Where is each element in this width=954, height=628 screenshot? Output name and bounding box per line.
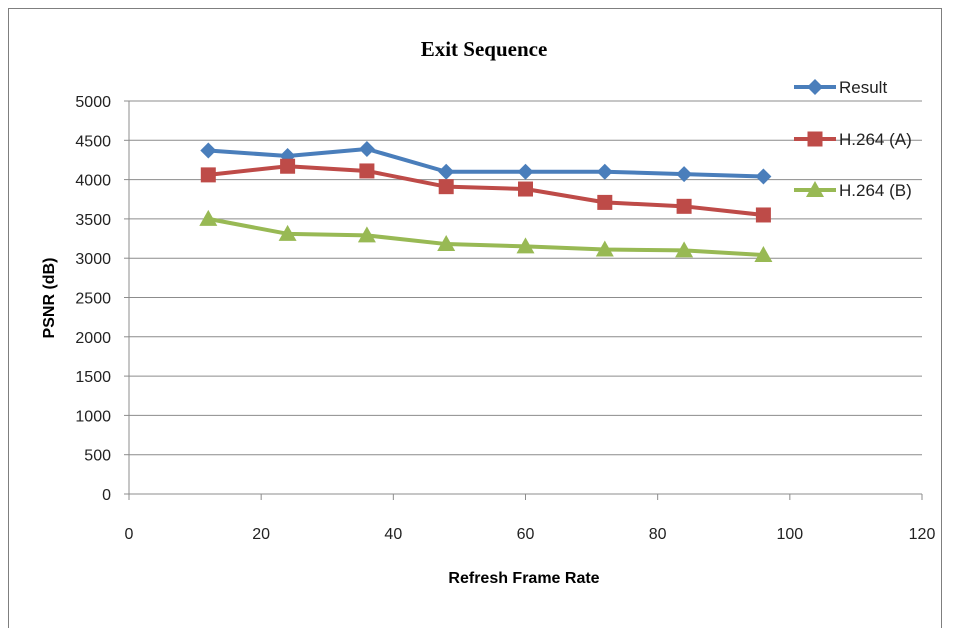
y-tick-label: 4000 xyxy=(75,173,111,190)
data-point xyxy=(437,235,456,252)
legend-marker xyxy=(806,181,824,197)
data-point xyxy=(597,194,613,210)
series-h-264-b xyxy=(199,209,773,263)
grid xyxy=(129,100,922,456)
legend-marker xyxy=(807,79,823,95)
data-point xyxy=(518,181,533,197)
y-axis-ticks: 0 500 1000 1500 2000 2500 3000 3500 4000 4500 5000 xyxy=(75,94,129,504)
y-tick-label: 2500 xyxy=(75,291,111,308)
x-tick-label: 60 xyxy=(517,526,535,543)
data-point xyxy=(199,209,218,226)
x-axis-ticks: 0 20 40 60 80 100 120 xyxy=(125,494,936,543)
y-tick-label: 3500 xyxy=(75,212,111,229)
x-tick-label: 0 xyxy=(125,526,134,543)
series-line xyxy=(207,216,764,258)
legend-label: Result xyxy=(839,78,887,97)
data-point xyxy=(200,167,216,183)
legend-item: Result xyxy=(794,78,887,97)
y-tick-label: 3000 xyxy=(75,251,111,268)
data-point xyxy=(595,240,614,257)
legend-item: H.264 (A) xyxy=(794,130,912,149)
y-tick-label: 1000 xyxy=(75,408,111,425)
x-tick-label: 20 xyxy=(252,526,270,543)
data-point xyxy=(438,179,454,195)
legend-marker xyxy=(807,131,823,147)
data-point xyxy=(676,198,692,214)
chart-title: Exit Sequence xyxy=(421,37,548,61)
data-point xyxy=(596,163,613,180)
y-tick-label: 500 xyxy=(84,448,111,465)
data-point xyxy=(517,163,534,180)
series-h-264-a xyxy=(200,158,771,223)
y-tick-label: 1500 xyxy=(75,369,111,386)
x-tick-label: 120 xyxy=(909,526,936,543)
y-tick-label: 5000 xyxy=(75,94,111,111)
y-tick-label: 0 xyxy=(102,487,111,504)
series-line xyxy=(208,164,764,217)
data-point xyxy=(675,241,694,258)
data-point xyxy=(280,158,296,174)
x-tick-label: 80 xyxy=(649,526,667,543)
x-axis-label: Refresh Frame Rate xyxy=(448,570,599,587)
data-point xyxy=(438,163,455,180)
series-group xyxy=(199,140,773,263)
data-point xyxy=(359,163,375,179)
data-point xyxy=(357,226,376,243)
legend-item: H.264 (B) xyxy=(794,181,912,200)
legend: Result H.264 (A) H.264 (B) xyxy=(794,78,912,200)
data-point xyxy=(200,142,217,159)
chart-frame xyxy=(8,8,942,628)
data-point xyxy=(676,166,693,183)
data-point xyxy=(754,246,773,263)
y-tick-label: 2000 xyxy=(75,330,111,347)
legend-label: H.264 (B) xyxy=(839,181,912,200)
series-line xyxy=(208,146,764,179)
y-axis-label: PSNR (dB) xyxy=(41,258,58,339)
data-point xyxy=(516,237,535,254)
legend-label: H.264 (A) xyxy=(839,130,912,149)
x-tick-label: 100 xyxy=(776,526,803,543)
data-point xyxy=(755,168,772,185)
x-tick-label: 40 xyxy=(384,526,402,543)
y-tick-label: 4500 xyxy=(75,133,111,150)
data-point xyxy=(278,224,297,241)
data-point xyxy=(755,207,771,223)
data-point xyxy=(358,140,375,157)
